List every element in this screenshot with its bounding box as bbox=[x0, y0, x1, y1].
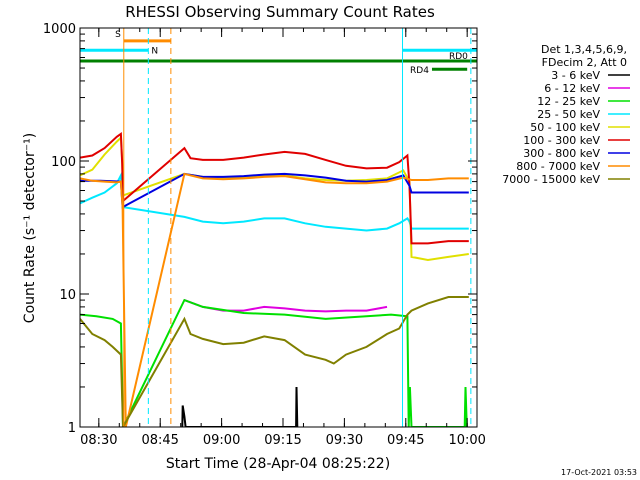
legend-header-1: Det 1,3,4,5,6,9, bbox=[541, 43, 627, 56]
vertical-markers bbox=[123, 28, 472, 427]
series-line-9 bbox=[80, 296, 469, 427]
timestamp: 17-Oct-2021 03:53 bbox=[561, 468, 637, 477]
y-tick-label-1: 1 bbox=[68, 421, 76, 436]
legend-entry-5: 50 - 100 keV bbox=[530, 121, 600, 134]
flag-label-2: N bbox=[151, 46, 158, 56]
series-line-3 bbox=[80, 298, 468, 427]
series-line-2 bbox=[184, 299, 388, 313]
flag-label-4: RD0 bbox=[449, 52, 468, 62]
chart-title: RHESSI Observing Summary Count Rates bbox=[125, 3, 435, 21]
x-tick-label-3: 09:00 bbox=[203, 433, 240, 448]
legend-entry-9: 7000 - 15000 keV bbox=[502, 173, 600, 186]
legend-entry-2: 6 - 12 keV bbox=[544, 82, 600, 95]
x-tick-label-7: 10:00 bbox=[448, 433, 485, 448]
y-tick-label-3: 100 bbox=[51, 155, 76, 170]
legend-entry-6: 100 - 300 keV bbox=[523, 134, 600, 147]
legend-entry-3: 12 - 25 keV bbox=[537, 95, 600, 108]
x-tick-label-4: 09:15 bbox=[264, 433, 301, 448]
legend-entry-4: 25 - 50 keV bbox=[537, 108, 600, 121]
y-tick-label-2: 10 bbox=[59, 288, 76, 303]
series-lines bbox=[80, 132, 469, 427]
flag-bars: S N RD0 RD4 bbox=[80, 30, 477, 76]
axes: 08:30 08:45 09:00 09:15 09:30 09:45 10:00 1 10 10… bbox=[43, 22, 486, 448]
legend-header-2: FDecim 2, Att 0 bbox=[542, 56, 627, 69]
y-axis-label: Count Rate (s⁻¹ detector⁻¹) bbox=[22, 133, 38, 323]
series-line-6 bbox=[80, 132, 469, 245]
plot-frame bbox=[79, 27, 478, 428]
legend: Det 1,3,4,5,6,9,FDecim 2, Att 03 - 6 keV… bbox=[502, 43, 630, 186]
x-tick-label-1: 08:30 bbox=[80, 433, 117, 448]
x-tick-label-5: 09:30 bbox=[326, 433, 363, 448]
series-line-7 bbox=[80, 172, 469, 209]
flag-label-1: S bbox=[115, 30, 121, 40]
series-line-4 bbox=[80, 171, 469, 232]
flag-label-5: RD4 bbox=[410, 66, 429, 76]
series-line-8 bbox=[80, 172, 469, 427]
x-axis-label: Start Time (28-Apr-04 08:25:22) bbox=[166, 456, 390, 472]
legend-entry-8: 800 - 7000 keV bbox=[516, 160, 600, 173]
y-tick-label-4: 1000 bbox=[43, 22, 76, 37]
legend-entry-1: 3 - 6 keV bbox=[551, 69, 600, 82]
series-line-1 bbox=[181, 386, 299, 427]
x-tick-label-2: 08:45 bbox=[141, 433, 178, 448]
x-tick-label-6: 09:45 bbox=[387, 433, 424, 448]
legend-entry-7: 300 - 800 keV bbox=[523, 147, 600, 160]
